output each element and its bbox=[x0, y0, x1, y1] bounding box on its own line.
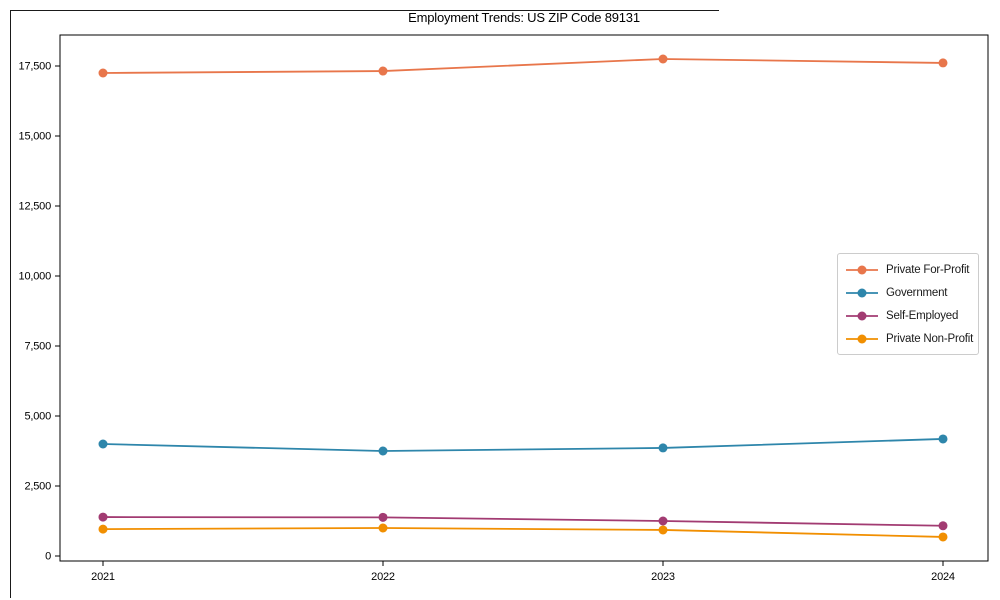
y-axis-tick-label: 2,500 bbox=[24, 481, 51, 493]
x-axis-tick-label: 2024 bbox=[931, 571, 955, 583]
series-0-data-point bbox=[658, 54, 668, 64]
legend-item-government: Government bbox=[845, 284, 970, 301]
series-line-2 bbox=[102, 516, 944, 527]
legend-label: Private For-Profit bbox=[886, 263, 970, 276]
legend: Private For-Profit Government Self-Emplo… bbox=[837, 253, 979, 355]
series-line-0 bbox=[102, 58, 944, 74]
series-2-data-point bbox=[378, 512, 388, 522]
legend-line-marker-icon bbox=[846, 311, 878, 320]
chart-title: Employment Trends: US ZIP Code 89131 bbox=[408, 10, 640, 25]
series-1-data-point bbox=[658, 443, 668, 453]
y-axis-tick-label: 5,000 bbox=[24, 411, 51, 423]
legend-label: Private Non-Profit bbox=[886, 332, 974, 345]
x-axis-tick-label: 2021 bbox=[91, 571, 115, 583]
series-3-data-point bbox=[658, 525, 668, 535]
series-0-data-point bbox=[378, 66, 388, 76]
legend-line-marker-icon bbox=[846, 334, 878, 343]
y-axis-tick-label: 17,500 bbox=[19, 61, 52, 73]
series-line-3 bbox=[102, 527, 944, 538]
legend-item-private-non-profit: Private Non-Profit bbox=[845, 330, 974, 347]
x-axis-tick-label: 2023 bbox=[651, 571, 675, 583]
legend-item-private-for-profit: Private For-Profit bbox=[845, 261, 970, 278]
legend-line-marker-icon bbox=[846, 265, 878, 274]
legend-line-marker-icon bbox=[846, 288, 878, 297]
x-axis-tick-label: 2022 bbox=[371, 571, 395, 583]
series-3-data-point bbox=[938, 532, 948, 542]
series-line-1 bbox=[102, 438, 944, 452]
series-3-data-point bbox=[378, 523, 388, 533]
axes-border bbox=[59, 34, 989, 562]
series-1-data-point bbox=[378, 446, 388, 456]
series-2-data-point bbox=[98, 512, 108, 522]
series-2-data-point bbox=[938, 521, 948, 531]
y-axis-tick-label: 10,000 bbox=[19, 271, 52, 283]
series-1-data-point bbox=[98, 439, 108, 449]
y-axis-tick-label: 0 bbox=[45, 551, 51, 563]
legend-item-self-employed: Self-Employed bbox=[845, 307, 970, 324]
series-1-data-point bbox=[938, 434, 948, 444]
series-0-data-point bbox=[98, 68, 108, 78]
legend-label: Self-Employed bbox=[886, 309, 959, 322]
series-0-data-point bbox=[938, 58, 948, 68]
series-3-data-point bbox=[98, 524, 108, 534]
series-2-data-point bbox=[658, 516, 668, 526]
legend-label: Government bbox=[886, 286, 948, 299]
y-axis-tick-label: 7,500 bbox=[24, 341, 51, 353]
y-axis-tick-label: 15,000 bbox=[19, 131, 52, 143]
y-axis-tick-label: 12,500 bbox=[19, 201, 52, 213]
